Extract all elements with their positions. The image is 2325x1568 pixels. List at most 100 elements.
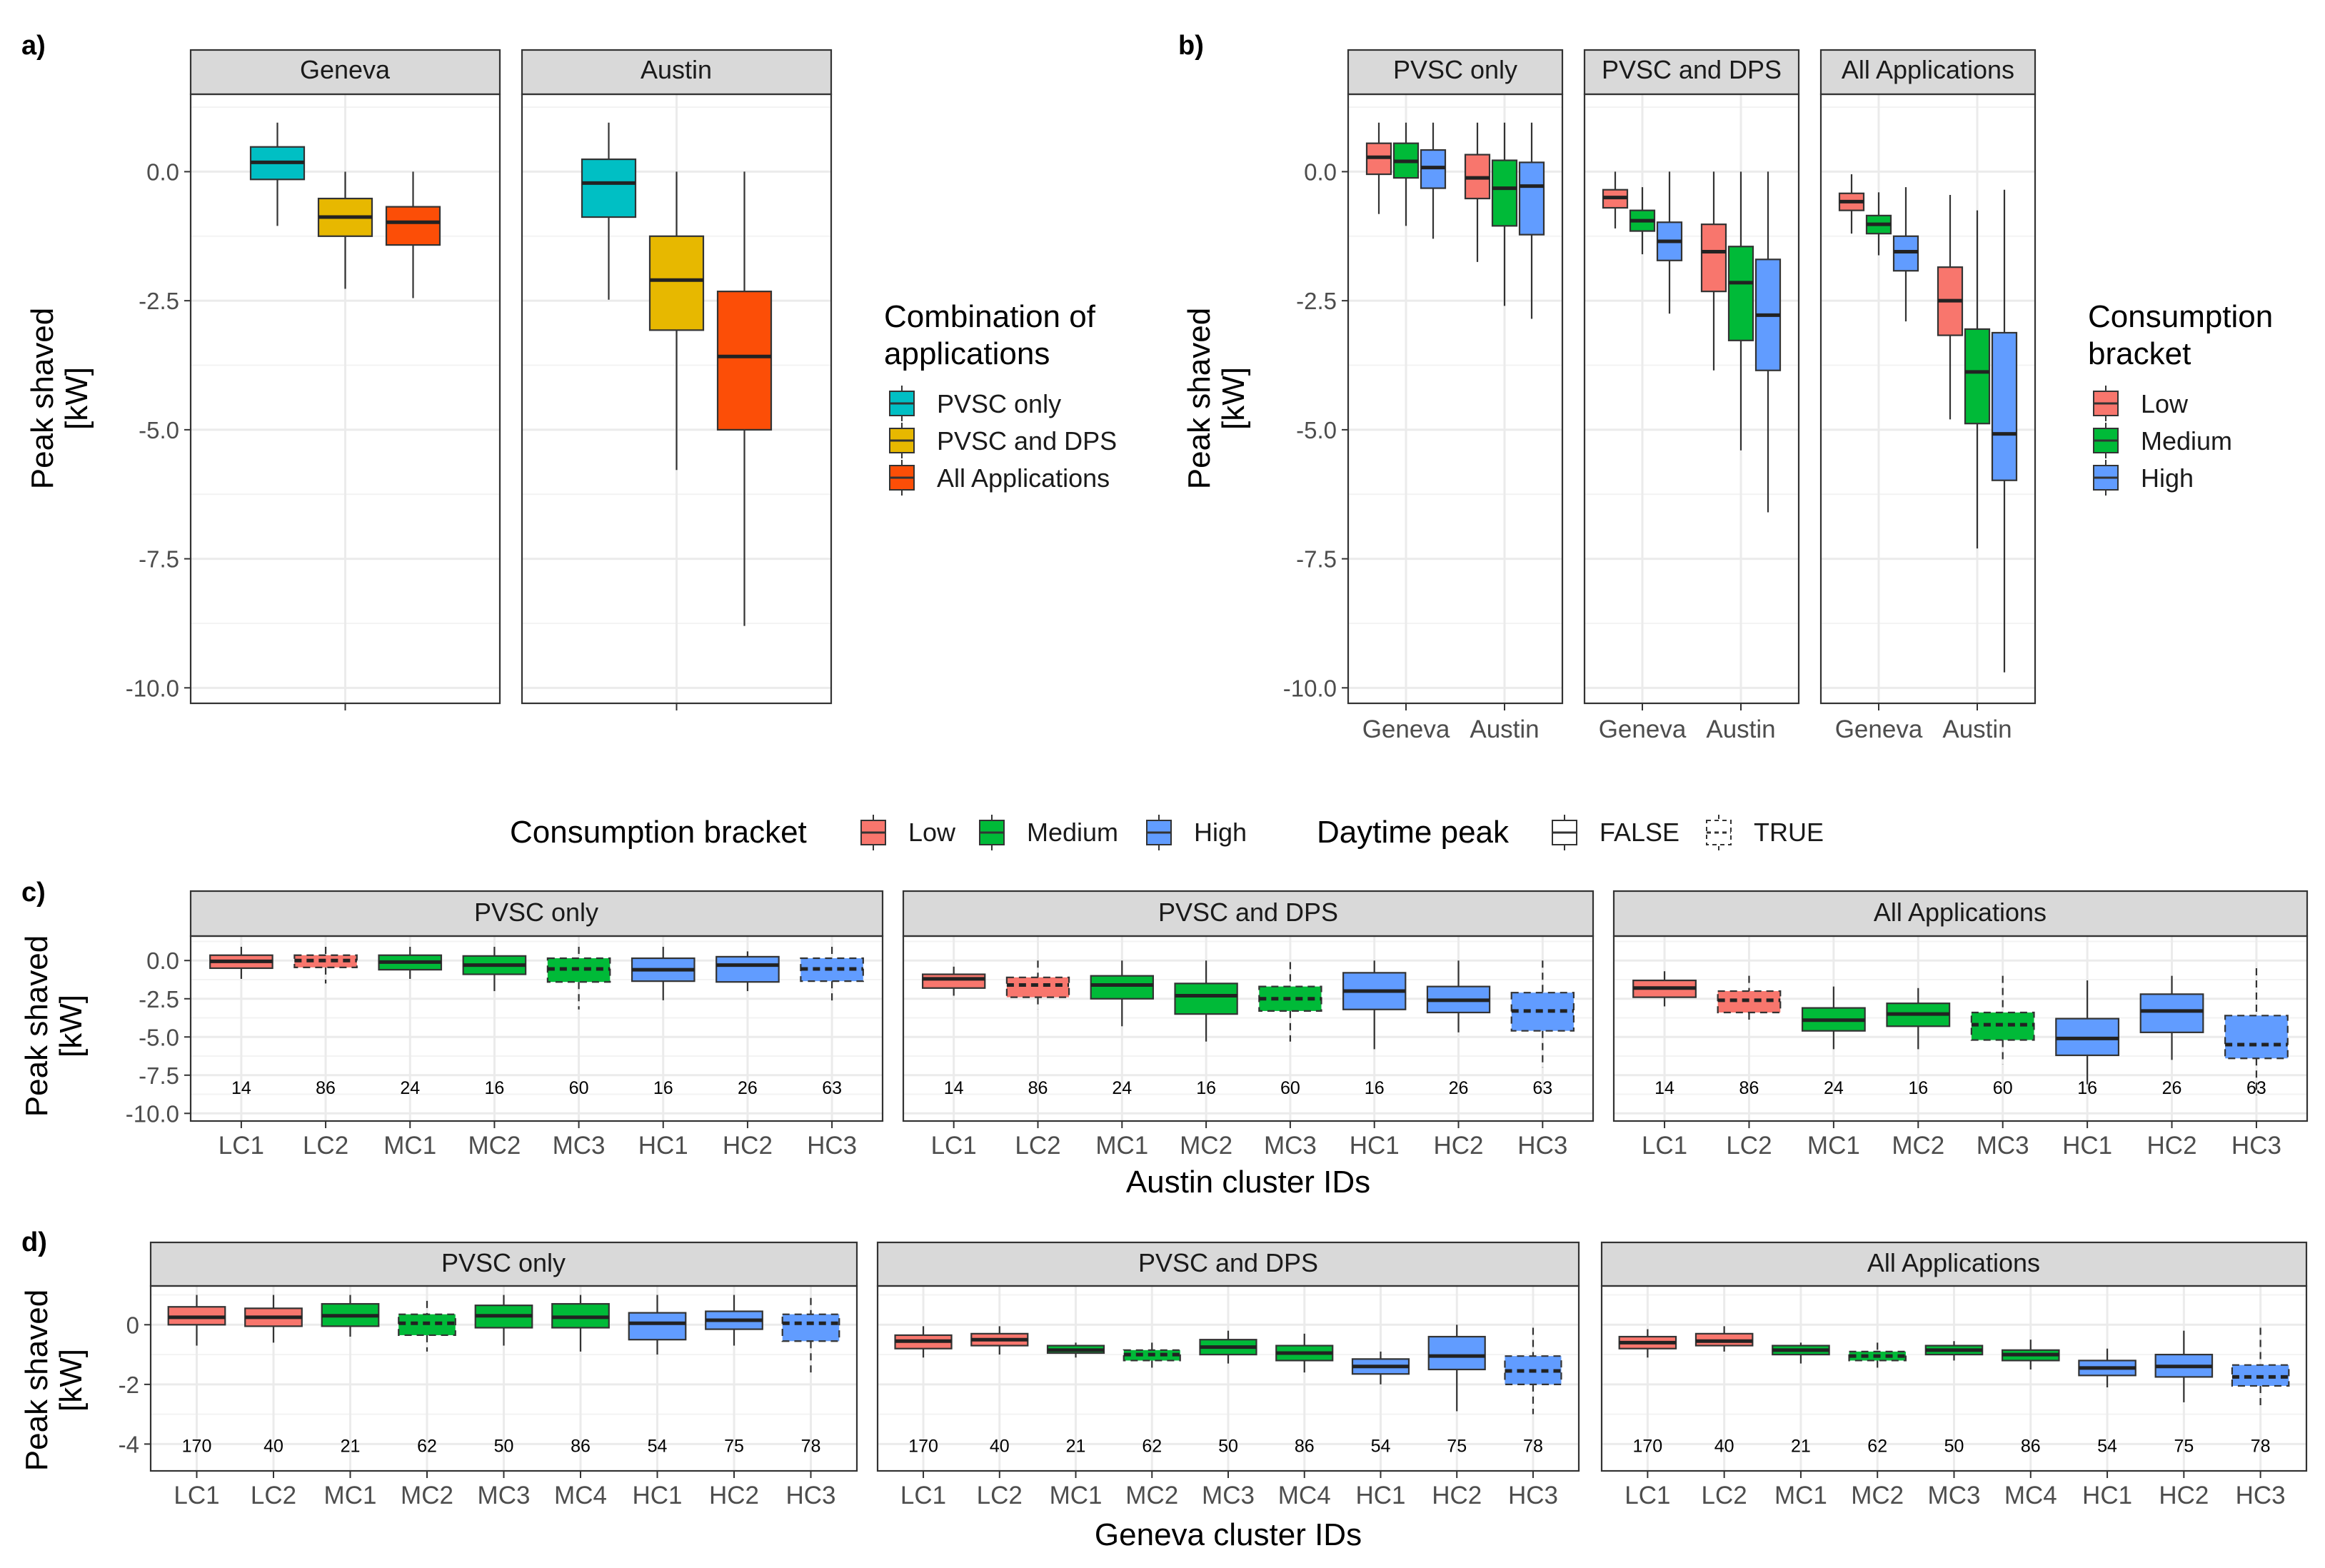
legend-b-label-low: Low <box>2141 389 2189 418</box>
x-tick-label-d-2-8: HC3 <box>2236 1482 2286 1509</box>
box-b-0-0 <box>1365 122 1392 214</box>
legend-a-title-line2: applications <box>884 336 1050 371</box>
y-tick-label-d-0: 0 <box>126 1312 139 1338</box>
count-label-d-1-8: 78 <box>1523 1436 1543 1456</box>
x-tick-label-d-1-4: MC3 <box>1202 1482 1255 1509</box>
box-c-2-6-iqr-box <box>2139 993 2204 1033</box>
x-axis-title-d: Geneva cluster IDs <box>1095 1517 1362 1552</box>
x-tick-label-d-0-8: HC3 <box>785 1482 835 1509</box>
x-tick-label-c-0-5: HC1 <box>638 1132 688 1160</box>
y-axis-title-d: Peak shaved [kW] <box>19 1290 89 1471</box>
x-tick-label-c-1-5: HC1 <box>1350 1132 1400 1160</box>
box-b-2-2-iqr-box <box>1892 235 1919 272</box>
box-c-2-3 <box>1886 987 1951 1050</box>
box-b-2-5-iqr-box <box>1991 331 2018 481</box>
y-tick-label-a-0: 0.0 <box>146 159 179 185</box>
y-tick-label-b-2: -5.0 <box>1296 417 1337 443</box>
y-tick-label-d-1: -2 <box>119 1372 139 1398</box>
x-tick-label-d-1-1: LC2 <box>977 1482 1023 1509</box>
facet-strip-b-0 <box>1347 49 1564 96</box>
box-d-0-2 <box>321 1295 380 1337</box>
x-tick-label-c-2-2: MC1 <box>1807 1132 1860 1160</box>
box-d-1-7-iqr-box <box>1427 1335 1486 1371</box>
legend-b-key-2 <box>2093 460 2119 496</box>
facet-strip-c-0 <box>189 890 884 938</box>
count-label-c-0-0: 14 <box>231 1078 251 1098</box>
x-tick-label-d-2-2: MC1 <box>1774 1482 1827 1509</box>
count-label-d-1-7: 75 <box>1447 1436 1467 1456</box>
legend-peak-key-false <box>1552 815 1577 850</box>
box-d-2-0 <box>1618 1329 1677 1358</box>
legend-a-key-0 <box>889 386 915 421</box>
x-tick-label-d-2-6: HC1 <box>2082 1482 2132 1509</box>
box-b-1-5 <box>1754 171 1782 513</box>
y-axis-title-a: Peak shaved [kW] <box>25 308 94 489</box>
count-label-c-1-2: 24 <box>1112 1078 1132 1098</box>
strip-title-c-dps: PVSC and DPS <box>1158 898 1338 927</box>
x-tick-label-d-0-2: MC1 <box>324 1482 377 1509</box>
box-c-2-4 <box>1970 975 2035 1065</box>
box-b-1-4 <box>1727 171 1754 451</box>
count-label-d-1-6: 54 <box>1371 1436 1391 1456</box>
legend-a-key-1 <box>889 423 915 458</box>
legend-shared-key-0 <box>860 815 886 850</box>
strip-title-d-pvsc: PVSC only <box>441 1248 566 1277</box>
box-b-2-1 <box>1865 192 1892 256</box>
box-c-2-0 <box>1632 971 1697 1007</box>
box-d-0-5 <box>551 1295 610 1352</box>
box-c-2-7-iqr-box <box>2224 1015 2289 1060</box>
count-label-c-2-2: 24 <box>1824 1078 1844 1098</box>
x-tick-label-d-1-7: HC2 <box>1432 1482 1482 1509</box>
strip-title-d-all: All Applications <box>1867 1248 2040 1277</box>
legend-a: Combination of applications PVSC only PV… <box>884 299 1117 493</box>
facet-bg-b-1 <box>1585 94 1799 703</box>
svg-text:[kW]: [kW] <box>54 995 89 1057</box>
x-tick-label-b-2-1: Austin <box>1942 715 2012 743</box>
box-b-2-3 <box>1937 194 1964 420</box>
box-d-1-4 <box>1199 1330 1257 1364</box>
box-b-2-0 <box>1838 174 1865 234</box>
count-label-c-2-7: 63 <box>2246 1078 2266 1098</box>
box-b-1-3 <box>1700 171 1727 371</box>
box-d-2-1 <box>1694 1326 1754 1352</box>
x-tick-label-d-0-6: HC1 <box>632 1482 682 1509</box>
count-label-c-2-3: 16 <box>1908 1078 1928 1098</box>
count-label-d-2-0: 170 <box>1633 1436 1663 1456</box>
box-d-0-6-iqr-box <box>628 1312 687 1341</box>
x-tick-label-c-2-1: LC2 <box>1726 1132 1772 1160</box>
box-b-1-4-iqr-box <box>1727 246 1754 341</box>
box-c-0-0 <box>209 946 273 979</box>
count-label-d-2-5: 86 <box>2021 1436 2041 1456</box>
legend-peak-label-true: TRUE <box>1754 818 1824 847</box>
box-b-1-3-iqr-box <box>1700 223 1727 293</box>
box-c-1-1 <box>1005 960 1070 1010</box>
box-d-0-6 <box>628 1295 687 1355</box>
count-label-d-0-1: 40 <box>263 1436 283 1456</box>
facet-strip-b-2 <box>1819 49 2037 96</box>
y-tick-label-b-0: 0.0 <box>1304 159 1337 185</box>
count-label-c-1-1: 86 <box>1028 1078 1048 1098</box>
x-tick-label-c-0-4: MC3 <box>553 1132 606 1160</box>
count-label-c-1-4: 60 <box>1280 1078 1300 1098</box>
box-c-2-1 <box>1717 975 1782 1024</box>
box-d-1-7 <box>1427 1325 1486 1412</box>
facet-strip-a-1 <box>521 49 833 96</box>
count-label-d-2-6: 54 <box>2097 1436 2117 1456</box>
count-label-c-2-1: 86 <box>1739 1078 1759 1098</box>
box-c-0-5 <box>631 946 696 1000</box>
legend-a-label-dps: PVSC and DPS <box>937 426 1117 456</box>
box-c-0-2 <box>378 946 443 979</box>
x-tick-label-d-1-5: MC4 <box>1278 1482 1331 1509</box>
box-a-1-2 <box>716 171 773 626</box>
count-label-d-1-1: 40 <box>990 1436 1010 1456</box>
facet-border-c-0 <box>189 935 884 1122</box>
x-tick-label-d-0-4: MC3 <box>478 1482 531 1509</box>
box-d-0-0 <box>167 1295 226 1346</box>
box-d-2-6 <box>2078 1348 2136 1388</box>
legend-peak-label-false: FALSE <box>1600 818 1679 847</box>
y-tick-label-c-0: 0.0 <box>146 948 179 974</box>
y-tick-label-a-1: -2.5 <box>139 288 179 314</box>
count-label-d-0-8: 78 <box>801 1436 821 1456</box>
count-label-c-0-4: 60 <box>569 1078 589 1098</box>
y-tick-label-a-3: -7.5 <box>139 546 179 573</box>
